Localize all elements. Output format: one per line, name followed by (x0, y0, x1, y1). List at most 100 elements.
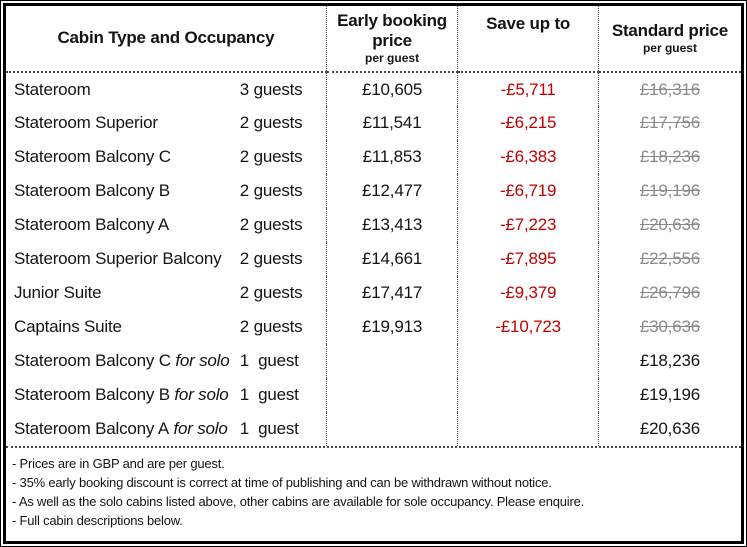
cabin-solo-suffix: for solo (169, 385, 229, 404)
save-amount: -£6,383 (457, 140, 599, 174)
table-row: Stateroom Superior Balcony 2 guests £14,… (6, 242, 741, 276)
cabin-name: Stateroom Superior Balcony (14, 249, 222, 268)
header-cabin-type-label: Cabin Type and Occupancy (57, 28, 275, 48)
save-amount: -£7,895 (457, 242, 599, 276)
note-line: - 35% early booking discount is correct … (12, 475, 552, 490)
occupancy: 3 guests (239, 79, 303, 99)
early-booking-price: £13,413 (325, 208, 458, 242)
cabin-name: Stateroom Balcony B for solo (14, 385, 229, 404)
occupancy: 2 guests (239, 317, 303, 336)
cabin-cell: Stateroom Superior Balcony 2 guests (14, 249, 326, 269)
note-line: - Prices are in GBP and are per guest. (12, 456, 225, 471)
standard-price: £16,316 (597, 72, 741, 106)
standard-price: £19,196 (597, 174, 741, 208)
cabin-cell: Stateroom Balcony A for solo 1 guest (14, 419, 326, 439)
save-amount: -£7,223 (457, 208, 599, 242)
header-early-line2: price (372, 31, 412, 51)
early-booking-price: £11,853 (325, 140, 458, 174)
cabin-solo-suffix: for solo (170, 351, 230, 370)
table-row: Stateroom Balcony B 2 guests £12,477 -£6… (6, 174, 741, 208)
header-early-per-guest: per guest (365, 51, 420, 66)
standard-price: £26,796 (597, 276, 741, 310)
save-amount (457, 344, 599, 378)
standard-price: £20,636 (597, 208, 741, 242)
cabin-cell: Stateroom Balcony C 2 guests (14, 147, 326, 167)
save-amount (457, 378, 599, 412)
table-row: Stateroom Balcony C 2 guests £11,853 -£6… (6, 140, 741, 174)
table-row: Junior Suite 2 guests £17,417 -£9,379 £2… (6, 276, 741, 310)
cabin-name: Stateroom Balcony C for solo (14, 351, 230, 370)
save-amount: -£6,215 (457, 106, 599, 140)
header-save-label: Save up to (486, 14, 571, 33)
occupancy: 2 guests (239, 283, 303, 302)
standard-price: £22,556 (597, 242, 741, 276)
cabin-solo-suffix: for solo (168, 419, 228, 438)
standard-price: £20,636 (597, 412, 741, 446)
header-standard-label: Standard price (611, 21, 729, 41)
cabin-cell: Stateroom Superior 2 guests (14, 113, 326, 133)
save-amount: -£6,719 (457, 174, 599, 208)
occupancy: 2 guests (239, 113, 303, 132)
header-standard-per-guest: per guest (642, 41, 697, 56)
cabin-cell: Junior Suite 2 guests (14, 283, 326, 303)
header-save-up-to: Save up to (457, 6, 599, 73)
header-standard-price: Standard price per guest (597, 6, 741, 73)
occupancy: 1 guest (239, 385, 299, 404)
header-early-line1: Early booking (337, 11, 447, 31)
cabin-name: Stateroom Balcony A (14, 215, 169, 234)
table-row: Stateroom Balcony C for solo 1 guest £18… (6, 344, 741, 378)
cabin-name: Stateroom Balcony C (14, 147, 171, 166)
table-row: Stateroom Balcony B for solo 1 guest £19… (6, 378, 741, 412)
save-amount: -£5,711 (457, 72, 599, 106)
cabin-name: Stateroom Superior (14, 113, 158, 132)
save-amount: -£9,379 (457, 276, 599, 310)
cabin-cell: Stateroom 3 guests (14, 80, 326, 100)
occupancy: 2 guests (239, 249, 303, 268)
cabin-cell: Stateroom Balcony B 2 guests (14, 181, 326, 201)
table-body: Stateroom 3 guests £10,605 -£5,711 £16,3… (6, 72, 741, 446)
footnotes: - Prices are in GBP and are per guest. - … (6, 446, 741, 541)
table-row: Stateroom Superior 2 guests £11,541 -£6,… (6, 106, 741, 140)
table-header: Cabin Type and Occupancy Early booking p… (6, 6, 741, 73)
standard-price: £18,236 (597, 140, 741, 174)
early-booking-price: £14,661 (325, 242, 458, 276)
occupancy: 2 guests (239, 147, 303, 166)
cabin-pricing-table: Cabin Type and Occupancy Early booking p… (6, 6, 741, 446)
cabin-cell: Stateroom Balcony C for solo 1 guest (14, 351, 326, 371)
standard-price: £30,636 (597, 310, 741, 344)
occupancy: 2 guests (239, 215, 303, 234)
standard-price: £17,756 (597, 106, 741, 140)
cabin-name: Stateroom (14, 79, 91, 99)
cabin-name: Junior Suite (14, 283, 102, 302)
standard-price: £18,236 (597, 344, 741, 378)
occupancy: 1 guest (239, 419, 299, 438)
early-booking-price: £11,541 (325, 106, 458, 140)
cabin-cell: Stateroom Balcony A 2 guests (14, 215, 326, 235)
header-row: Cabin Type and Occupancy Early booking p… (6, 6, 741, 73)
early-booking-price: £17,417 (325, 276, 458, 310)
header-early-booking-price: Early booking price per guest (325, 6, 458, 73)
table-row: Stateroom 3 guests £10,605 -£5,711 £16,3… (6, 72, 741, 106)
early-booking-price: £12,477 (325, 174, 458, 208)
pricing-table-inner-border: Cabin Type and Occupancy Early booking p… (3, 3, 744, 544)
save-amount: -£10,723 (457, 310, 599, 344)
header-cabin-type: Cabin Type and Occupancy (6, 6, 327, 73)
occupancy: 1 guest (239, 351, 299, 370)
table-row: Stateroom Balcony A 2 guests £13,413 -£7… (6, 208, 741, 242)
early-booking-price: £10,605 (325, 72, 458, 106)
early-booking-price (325, 344, 458, 378)
cabin-cell: Captains Suite 2 guests (14, 317, 326, 337)
cabin-name: Stateroom Balcony B (14, 181, 170, 200)
early-booking-price (325, 378, 458, 412)
save-amount (457, 412, 599, 446)
note-line: - Full cabin descriptions below. (12, 513, 183, 528)
table-row: Stateroom Balcony A for solo 1 guest £20… (6, 412, 741, 446)
occupancy: 2 guests (239, 181, 303, 200)
standard-price: £19,196 (597, 378, 741, 412)
table-row: Captains Suite 2 guests £19,913 -£10,723… (6, 310, 741, 344)
cabin-name: Captains Suite (14, 317, 122, 336)
early-booking-price (325, 412, 458, 446)
early-booking-price: £19,913 (325, 310, 458, 344)
note-line: - As well as the solo cabins listed abov… (12, 494, 585, 509)
